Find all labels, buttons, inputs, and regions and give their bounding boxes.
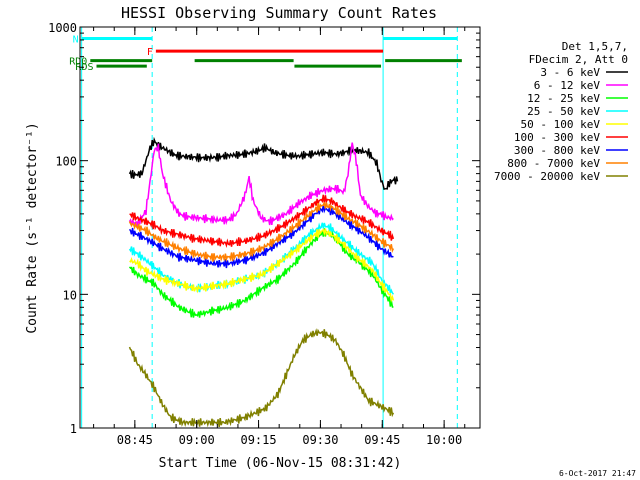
legend-entry-label: 7000 - 20000 keV — [494, 170, 600, 183]
footer-timestamp: 6-Oct-2017 21:47 — [559, 469, 636, 478]
y-axis-label: Count Rate (s⁻¹ detector⁻¹) — [25, 122, 40, 333]
legend-entry-label: 800 - 7000 keV — [507, 157, 600, 170]
flag-bar-label: F — [147, 47, 153, 58]
legend-entry-label: 3 - 6 keV — [540, 66, 600, 79]
x-tick-label: 09:15 — [240, 433, 276, 447]
x-tick-label: 10:00 — [426, 433, 462, 447]
legend-header: Det 1,5,7, — [562, 40, 628, 53]
x-tick-label: 09:30 — [302, 433, 338, 447]
y-axis: 1 10 100 1000 — [48, 21, 480, 436]
x-tick-label: 08:45 — [117, 433, 153, 447]
series-line — [128, 136, 399, 191]
x-axis-label: Start Time (06-Nov-15 08:31:42) — [159, 456, 402, 471]
flag-bar-label: N — [73, 35, 79, 46]
plot-series — [128, 136, 399, 428]
series-line — [129, 228, 395, 303]
legend-entry-label: 25 - 50 keV — [527, 105, 600, 118]
flag-bar-label: RD0 — [69, 57, 87, 68]
legend-entry-label: 100 - 300 keV — [514, 131, 600, 144]
legend-entry-label: 300 - 800 keV — [514, 144, 600, 157]
y-tick-label: 10 — [63, 288, 77, 302]
series-line — [128, 202, 395, 263]
legend-entry-label: 50 - 100 keV — [521, 118, 601, 131]
series-line — [128, 328, 395, 428]
series-line — [128, 142, 394, 228]
x-tick-label: 09:45 — [364, 433, 400, 447]
legend-entry-label: 12 - 25 keV — [527, 92, 600, 105]
chart-title: HESSI Observing Summary Count Rates — [121, 4, 437, 22]
y-tick-label: 1000 — [48, 21, 77, 35]
plot-frame — [79, 26, 481, 429]
series-line — [128, 228, 394, 318]
legend-entry-label: 6 - 12 keV — [534, 79, 601, 92]
series-line — [129, 194, 395, 248]
y-tick-label: 100 — [55, 155, 77, 169]
x-tick-label: 09:00 — [179, 433, 215, 447]
flag-bar-label: RDS — [75, 62, 93, 73]
x-axis: 08:45 09:00 09:15 09:30 09:45 10:00 — [93, 27, 466, 447]
y-tick-label: 1 — [70, 422, 77, 436]
legend-header: FDecim 2, Att 0 — [529, 53, 628, 66]
series-line — [128, 205, 394, 269]
